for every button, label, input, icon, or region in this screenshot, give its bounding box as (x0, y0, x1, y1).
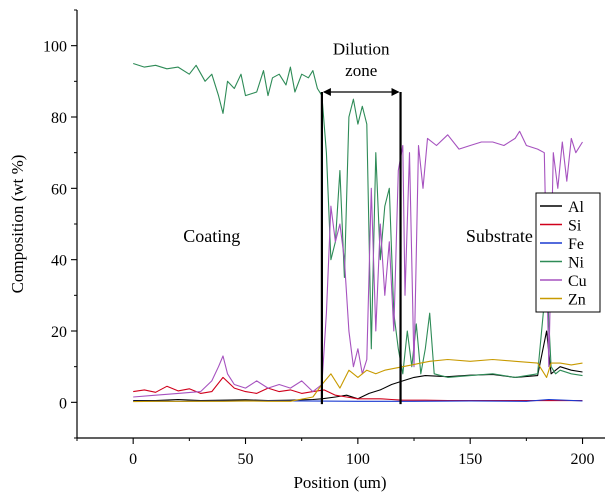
y-tick-label-60: 60 (51, 181, 67, 198)
coating-label: Coating (183, 226, 240, 246)
legend-label-ni: Ni (568, 255, 585, 272)
legend-label-al: Al (568, 199, 585, 216)
dilution-subtitle: zone (345, 61, 377, 80)
y-axis-label: Composition (wt %) (8, 155, 27, 294)
axes-layer: 0 50 100 150 200 0 20 40 60 80 100 (43, 9, 605, 468)
dilution-title: Dilution (333, 40, 390, 59)
series-line-cu (133, 130, 583, 398)
series-layer (133, 62, 583, 403)
x-axis-label: Position (um) (293, 473, 386, 492)
legend-label-fe: Fe (568, 236, 584, 253)
dilution-arrowhead-right (391, 88, 400, 97)
x-tick-label-200: 200 (571, 451, 595, 468)
y-tick-label-20: 20 (51, 324, 67, 341)
annotation-layer: Dilution zone Coating Substrate (183, 40, 533, 405)
x-tick-label-0: 0 (129, 451, 137, 468)
series-line-al (133, 330, 583, 402)
plot-area (133, 62, 583, 403)
y-tick-label-80: 80 (51, 110, 67, 127)
y-tick-label-40: 40 (51, 253, 67, 270)
legend-label-zn: Zn (568, 292, 586, 309)
x-tick-label-50: 50 (238, 451, 254, 468)
x-tick-label-150: 150 (458, 451, 482, 468)
series-line-zn (133, 358, 583, 403)
series-line-ni (133, 62, 583, 378)
x-tick-label-100: 100 (346, 451, 370, 468)
legend-label-cu: Cu (568, 273, 587, 290)
y-tick-label-100: 100 (43, 39, 67, 56)
dilution-arrowhead-left (322, 88, 331, 97)
legend-label-si: Si (568, 218, 582, 235)
substrate-label: Substrate (466, 226, 533, 246)
legend-box (535, 192, 601, 313)
y-tick-label-0: 0 (59, 395, 67, 412)
